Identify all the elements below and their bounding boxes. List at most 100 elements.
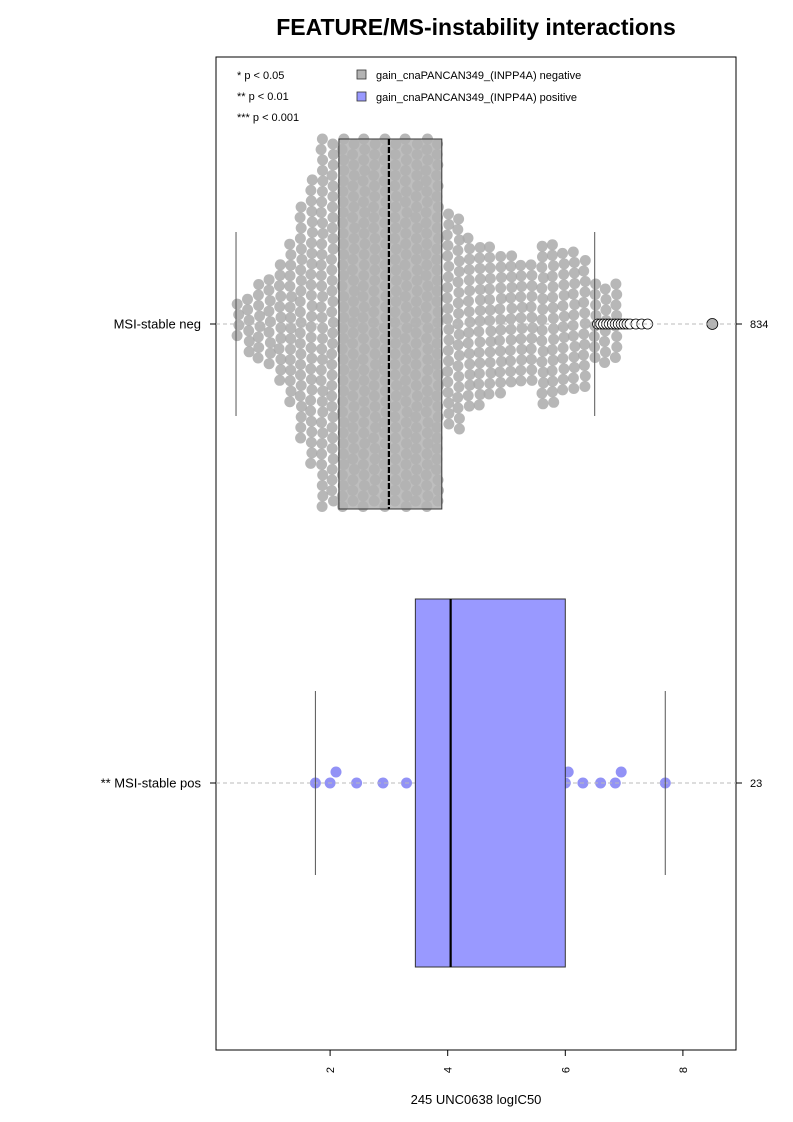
swarm-point xyxy=(327,201,338,213)
swarm-point xyxy=(264,337,276,349)
swarm-point xyxy=(516,343,528,355)
swarm-point xyxy=(611,331,623,342)
swarm-point xyxy=(464,253,475,265)
swarm-point xyxy=(443,408,455,419)
swarm-point xyxy=(547,302,559,314)
group-label: ** MSI-stable pos xyxy=(101,776,202,791)
swarm-point xyxy=(567,246,579,258)
swarm-point xyxy=(579,339,591,350)
swarm-point xyxy=(326,306,338,318)
swarm-point xyxy=(558,310,570,322)
box xyxy=(414,598,566,968)
swarm-point xyxy=(233,319,245,331)
swarm-point xyxy=(442,303,454,314)
swarm-point xyxy=(275,290,287,302)
swarm-point xyxy=(263,284,275,296)
swarm-point xyxy=(452,276,464,288)
swarm-point xyxy=(295,411,307,423)
swarm-point xyxy=(263,305,275,317)
swarm-point xyxy=(275,322,287,334)
swarm-point xyxy=(264,316,276,328)
swarm-point xyxy=(547,354,559,366)
boxplots xyxy=(216,138,736,968)
swarm-point xyxy=(305,342,317,354)
swarm-point xyxy=(252,352,264,364)
swarm-point xyxy=(442,376,454,388)
swarm-point xyxy=(274,259,286,271)
swarm-point xyxy=(537,293,549,305)
swarm-point xyxy=(568,383,580,394)
axes: MSI-stable neg 834 ** MSI-stable pos 23 2 4 6 8 xyxy=(101,317,769,1074)
plot-frame xyxy=(215,56,737,1051)
swarm-point xyxy=(305,363,317,375)
swarm-point xyxy=(453,423,465,435)
swarm-point xyxy=(441,292,453,304)
swarm-point xyxy=(326,264,338,276)
swarm-point xyxy=(295,275,307,286)
swarm-point xyxy=(558,279,570,291)
swarm-point xyxy=(516,322,528,334)
swarm-point xyxy=(453,371,465,382)
swarm-point xyxy=(275,332,287,344)
swarm-point xyxy=(284,280,296,292)
swarm-point xyxy=(557,342,569,354)
swarm-point xyxy=(443,355,454,367)
swarm-point xyxy=(464,369,476,381)
swarm-point xyxy=(599,336,610,347)
swarm-point xyxy=(326,170,338,181)
swarm-point xyxy=(495,293,507,304)
swarm-point xyxy=(453,255,465,267)
swarm-point xyxy=(326,485,338,496)
swarm-point xyxy=(463,274,475,286)
swarm-point xyxy=(243,325,255,337)
swarm-point xyxy=(243,314,255,326)
swarm-point xyxy=(600,294,612,305)
swarm-point xyxy=(505,323,517,335)
swarm-point xyxy=(558,268,570,280)
legend-entry: gain_cnaPANCAN349_(INPP4A) negative xyxy=(376,70,581,82)
swarm-point xyxy=(463,264,475,276)
swarm-point xyxy=(579,370,591,382)
swarm-point xyxy=(474,284,486,295)
swarm-point xyxy=(295,285,307,297)
swarm-point xyxy=(537,272,549,284)
swarm-point xyxy=(315,144,327,155)
swarm-point xyxy=(610,299,622,311)
swarm-point xyxy=(306,384,318,396)
swarm-point xyxy=(473,368,485,379)
swarm-point xyxy=(305,331,317,343)
swarm-point xyxy=(537,251,548,263)
swarm-point xyxy=(546,270,558,282)
swarm-point xyxy=(494,303,506,315)
swarm-point xyxy=(326,474,338,486)
swarm-point xyxy=(294,390,306,402)
swarm-point xyxy=(317,322,329,334)
swarm-point xyxy=(557,321,569,333)
swarm-point xyxy=(306,237,317,249)
swarm-point xyxy=(294,306,306,318)
swarm-point xyxy=(579,276,591,287)
swarm-point xyxy=(253,342,265,353)
swarm-point xyxy=(286,291,297,303)
swarm-point xyxy=(305,405,317,417)
x-tick-label: 2 xyxy=(325,1067,337,1073)
swarm-point xyxy=(473,326,485,337)
swarm-point xyxy=(505,292,517,304)
swarm-point xyxy=(590,278,602,290)
swarm-point xyxy=(537,345,549,357)
swarm-point xyxy=(505,313,517,325)
swarm-point xyxy=(548,333,560,345)
swarm-point xyxy=(326,222,338,234)
swarm-point xyxy=(600,304,612,316)
swarm-point xyxy=(305,268,317,280)
swarm-point xyxy=(526,332,538,344)
swarm-point xyxy=(558,289,570,301)
significance-legend-entry: ** p < 0.01 xyxy=(237,91,289,103)
legend-swatch xyxy=(356,69,367,80)
swarm-point xyxy=(452,392,464,403)
swarm-point xyxy=(284,396,296,408)
swarm-point xyxy=(305,195,317,207)
swarm-point xyxy=(473,399,485,411)
swarm-point xyxy=(317,291,329,302)
